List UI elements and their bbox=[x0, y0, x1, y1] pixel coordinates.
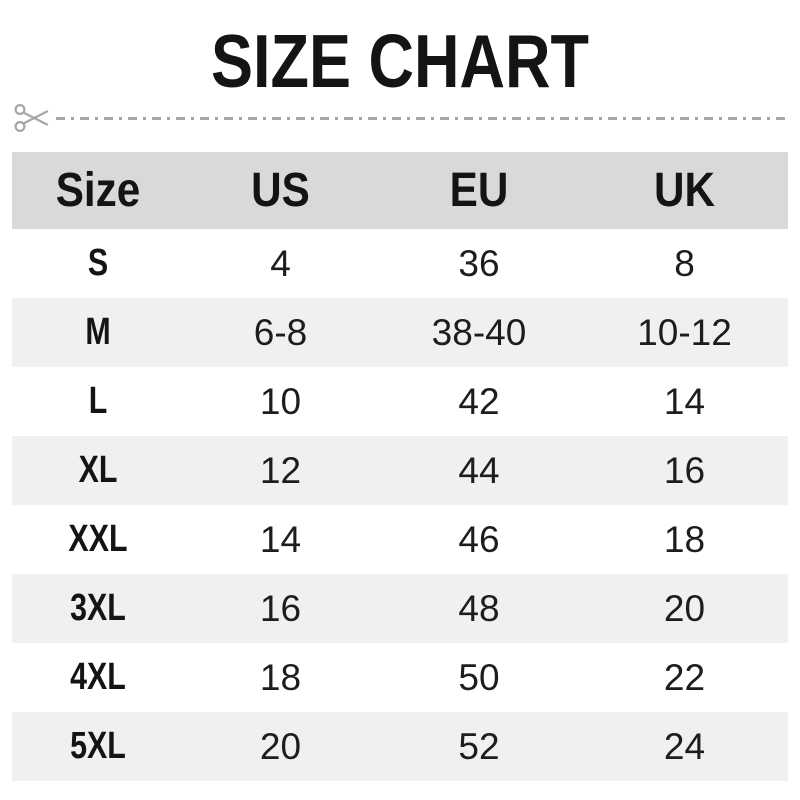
eu-cell: 42 bbox=[458, 380, 500, 422]
table-row: XL 12 44 16 bbox=[12, 436, 788, 505]
eu-cell: 52 bbox=[458, 725, 500, 767]
size-cell: S bbox=[87, 242, 109, 284]
us-cell: 4 bbox=[270, 242, 291, 284]
us-cell: 18 bbox=[259, 656, 302, 698]
column-header-size: Size bbox=[55, 164, 141, 217]
uk-cell: 22 bbox=[663, 656, 706, 698]
uk-cell: 18 bbox=[663, 518, 706, 560]
eu-cell: 46 bbox=[458, 518, 500, 560]
eu-cell: 50 bbox=[458, 656, 500, 698]
size-cell: 5XL bbox=[70, 725, 126, 767]
size-cell: L bbox=[88, 380, 108, 422]
column-header-eu: EU bbox=[449, 164, 509, 217]
uk-cell: 10-12 bbox=[637, 311, 732, 353]
us-cell: 14 bbox=[259, 518, 302, 560]
table-row: S 4 36 8 bbox=[12, 229, 788, 298]
us-cell: 16 bbox=[259, 587, 302, 629]
table-row: M 6-8 38-40 10-12 bbox=[12, 298, 788, 367]
column-header-uk: UK bbox=[653, 164, 715, 217]
table-row: 4XL 18 50 22 bbox=[12, 643, 788, 712]
column-header-us: US bbox=[251, 164, 310, 217]
eu-cell: 36 bbox=[458, 242, 500, 284]
table-row: 3XL 16 48 20 bbox=[12, 574, 788, 643]
uk-cell: 16 bbox=[663, 449, 706, 491]
us-cell: 10 bbox=[259, 380, 302, 422]
page-title: SIZE CHART bbox=[211, 19, 589, 103]
size-cell: XXL bbox=[68, 518, 128, 560]
uk-cell: 24 bbox=[663, 725, 706, 767]
table-header-row: Size US EU UK bbox=[12, 152, 788, 229]
uk-cell: 8 bbox=[674, 242, 695, 284]
us-cell: 20 bbox=[259, 725, 302, 767]
eu-cell: 48 bbox=[458, 587, 500, 629]
size-cell: 4XL bbox=[70, 656, 126, 698]
size-cell: 3XL bbox=[70, 587, 126, 629]
table-row: 5XL 20 52 24 bbox=[12, 712, 788, 781]
size-cell: M bbox=[85, 311, 111, 353]
eu-cell: 44 bbox=[458, 449, 500, 491]
eu-cell: 38-40 bbox=[431, 311, 527, 353]
us-cell: 6-8 bbox=[253, 311, 308, 353]
uk-cell: 20 bbox=[663, 587, 706, 629]
us-cell: 12 bbox=[259, 449, 302, 491]
dashed-cut-line bbox=[56, 116, 790, 120]
table-row: L 10 42 14 bbox=[12, 367, 788, 436]
uk-cell: 14 bbox=[663, 380, 706, 422]
size-cell: XL bbox=[78, 449, 118, 491]
scissors-icon bbox=[14, 103, 49, 133]
cut-line bbox=[14, 100, 790, 136]
size-table: Size US EU UK S 4 36 8 M 6-8 38-40 10-12… bbox=[12, 152, 788, 781]
table-row: XXL 14 46 18 bbox=[12, 505, 788, 574]
